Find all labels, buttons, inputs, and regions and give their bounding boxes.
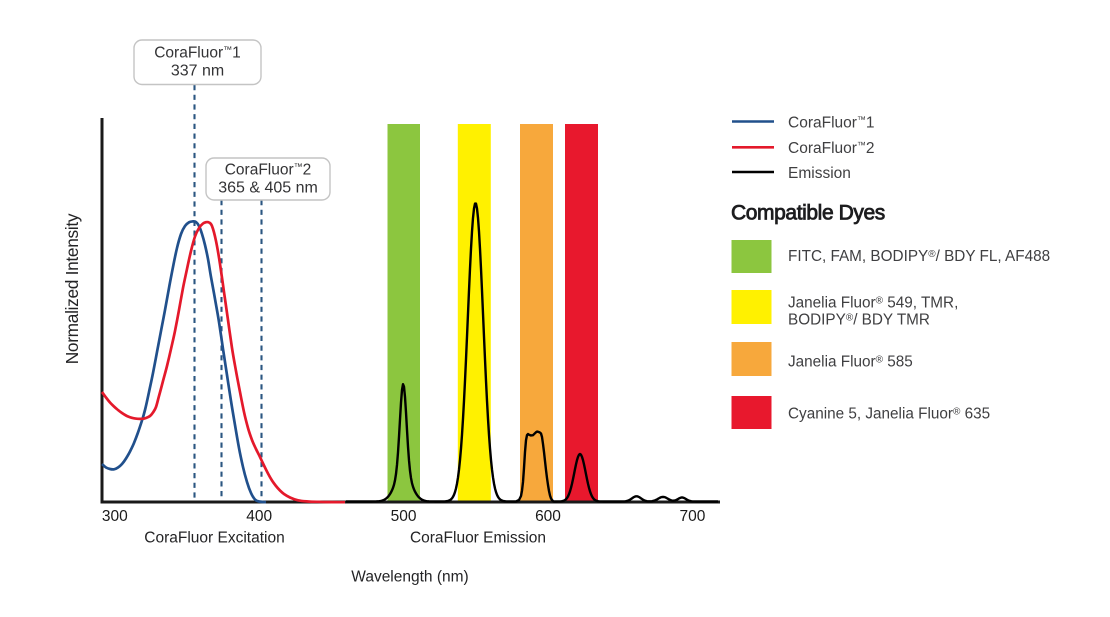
svg-text:300: 300 [102, 508, 128, 525]
svg-text:700: 700 [679, 508, 705, 525]
svg-text:Janelia Fluor® 549, TMR,: Janelia Fluor® 549, TMR, [788, 295, 958, 312]
svg-text:Cyanine 5, Janelia Fluor® 635: Cyanine 5, Janelia Fluor® 635 [788, 406, 990, 423]
svg-text:Compatible Dyes: Compatible Dyes [731, 202, 885, 225]
svg-text:CoraFluor Excitation: CoraFluor Excitation [144, 530, 284, 547]
svg-text:CoraFluor™1: CoraFluor™1 [154, 45, 241, 62]
svg-text:CoraFluor™1: CoraFluor™1 [788, 115, 875, 132]
svg-text:Janelia Fluor® 585: Janelia Fluor® 585 [788, 354, 913, 371]
svg-text:600: 600 [535, 508, 561, 525]
svg-text:337 nm: 337 nm [171, 63, 224, 80]
svg-text:Wavelength (nm): Wavelength (nm) [351, 569, 468, 586]
svg-text:Emission: Emission [788, 165, 851, 182]
svg-text:500: 500 [391, 508, 417, 525]
svg-text:CoraFluor™2: CoraFluor™2 [225, 162, 312, 179]
svg-text:CoraFluor Emission: CoraFluor Emission [410, 530, 546, 547]
svg-text:Normalized Intensity: Normalized Intensity [62, 213, 82, 364]
svg-text:FITC, FAM, BODIPY®/ BDY FL, AF: FITC, FAM, BODIPY®/ BDY FL, AF488 [788, 248, 1050, 265]
svg-text:400: 400 [246, 508, 272, 525]
svg-text:365 & 405 nm: 365 & 405 nm [218, 180, 318, 197]
svg-text:BODIPY®/ BDY TMR: BODIPY®/ BDY TMR [788, 312, 930, 329]
svg-text:CoraFluor™2: CoraFluor™2 [788, 140, 875, 157]
